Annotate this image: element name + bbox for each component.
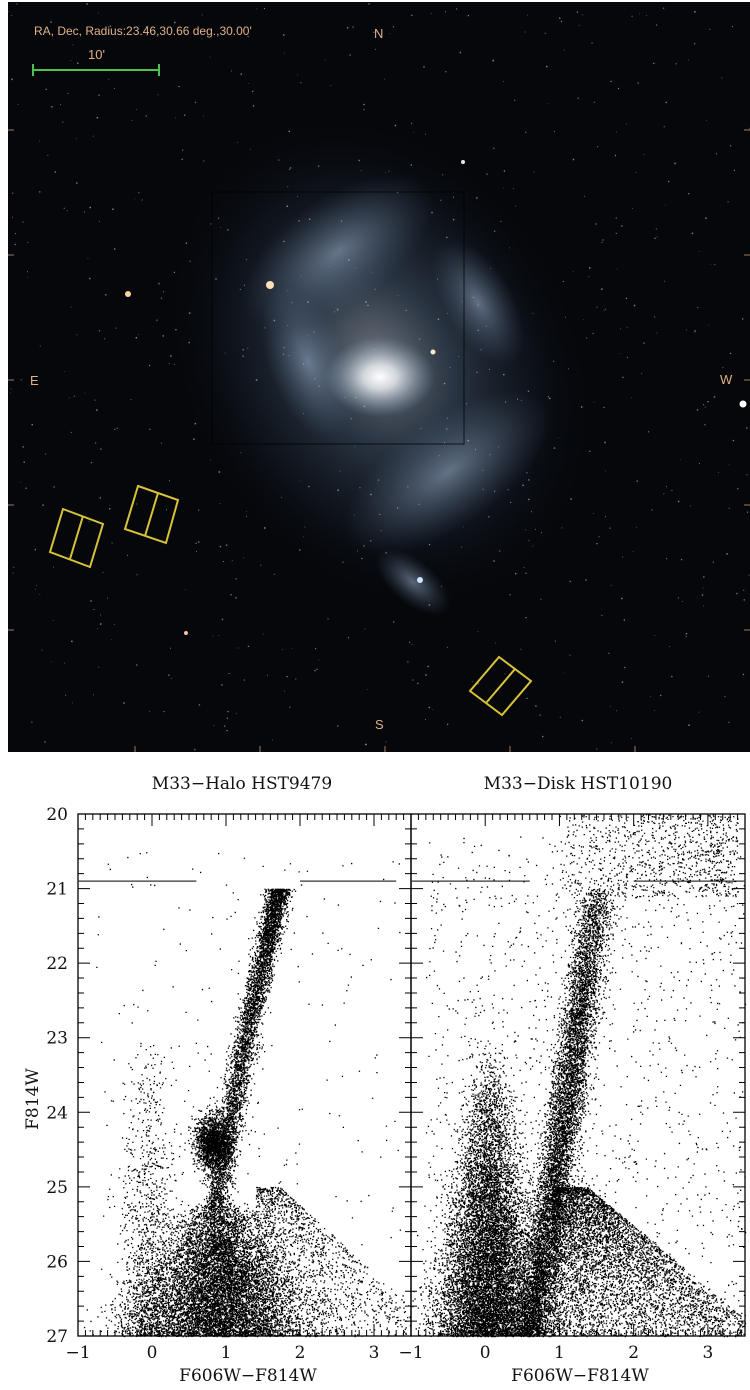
halo-x-axis-label: F606W−F814W — [179, 1366, 317, 1386]
compass-south-label: S — [375, 717, 384, 732]
scale-bar-label: 10' — [88, 47, 105, 62]
x-tick-label: −1 — [65, 1343, 90, 1363]
x-tick-label: 0 — [147, 1343, 158, 1363]
y-tick-label: 27 — [46, 1327, 68, 1347]
x-tick-label: 2 — [295, 1343, 306, 1363]
m33-galaxy — [165, 113, 595, 616]
y-tick-label: 21 — [46, 880, 68, 900]
y-tick-label: 24 — [46, 1103, 68, 1123]
y-axis-label: F814W — [23, 1068, 43, 1130]
y-tick-label: 26 — [46, 1252, 68, 1272]
y-tick-label: 25 — [46, 1178, 68, 1198]
frame-ticks — [8, 129, 750, 752]
hst-footprint-halo-2 — [123, 484, 180, 545]
background-stars — [8, 3, 750, 751]
compass-west-label: W — [720, 372, 733, 387]
hst-footprint-halo-1 — [48, 507, 105, 569]
x-tick-label: 0 — [480, 1343, 491, 1363]
m33-sky-image: RA, Dec, Radius:23.46,30.66 deg.,30.00' … — [8, 2, 750, 752]
scale-bar — [32, 64, 160, 76]
disk-field-outline — [211, 191, 465, 445]
x-tick-label: −1 — [398, 1343, 423, 1363]
compass-north-label: N — [374, 26, 383, 41]
hst-footprint-disk — [468, 655, 533, 717]
cmd-stars — [412, 814, 747, 1338]
y-tick-label: 20 — [46, 805, 68, 825]
halo-panel-title: M33−Halo HST9479 — [152, 774, 332, 794]
y-tick-label: 22 — [46, 954, 68, 974]
cmd-figure: M33−Halo HST9479 M33−Disk HST10190 −1 0 1 2… — [23, 774, 747, 1386]
x-tick-label: 1 — [554, 1343, 565, 1363]
disk-panel-title: M33−Disk HST10190 — [484, 774, 673, 794]
radius-label: RA, Dec, Radius:23.46,30.66 deg.,30.00' — [34, 24, 252, 38]
disk-x-axis-label: F606W−F814W — [511, 1366, 649, 1386]
cmd-stars — [83, 852, 412, 1338]
x-tick-label: 1 — [221, 1343, 232, 1363]
compass-east-label: E — [30, 373, 39, 388]
x-tick-label: 3 — [702, 1343, 713, 1363]
x-tick-label: 2 — [628, 1343, 639, 1363]
disk-cmd-panel: −1 0 1 2 3 — [398, 813, 747, 1363]
y-tick-label: 23 — [46, 1029, 68, 1049]
x-tick-label: 3 — [369, 1343, 380, 1363]
